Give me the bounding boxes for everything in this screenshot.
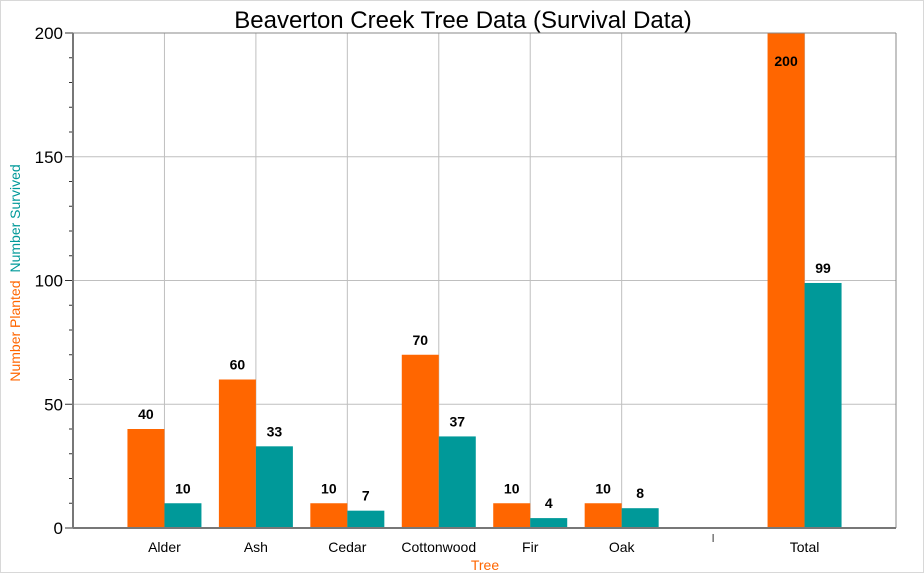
x-axis-label: Tree: [471, 557, 499, 572]
y-tick-label: 50: [44, 395, 63, 414]
y-tick-label: 0: [54, 519, 63, 538]
data-label: 200: [774, 53, 798, 69]
bar-planted: [127, 429, 165, 528]
data-label: 10: [595, 480, 611, 496]
data-label: 10: [175, 480, 191, 496]
bar-survived: [804, 282, 842, 528]
axes: 0 50 100 150 200 Alder Ash Cedar Cottonwood Fir Oa…: [35, 24, 897, 555]
bar-planted: [218, 379, 256, 528]
data-label: 7: [362, 488, 370, 504]
y-axis-label-planted: Number Planted: [7, 280, 23, 381]
x-tick-label: Ash: [244, 539, 268, 555]
y-axis-label: Number Planted Number Survived: [7, 164, 23, 381]
chart-title: Beaverton Creek Tree Data (Survival Data…: [234, 7, 692, 34]
bars: [127, 33, 842, 528]
data-label: 99: [815, 260, 831, 276]
bar-survived: [347, 510, 385, 528]
bar-planted: [584, 503, 622, 528]
x-tick-label: Alder: [148, 539, 181, 555]
data-label: 8: [636, 485, 644, 501]
data-label: 10: [321, 480, 337, 496]
bar-survived: [255, 446, 293, 528]
data-label: 37: [449, 413, 465, 429]
x-tick-label: Cedar: [328, 539, 366, 555]
bar-survived: [164, 503, 202, 528]
y-tick-label: 150: [35, 148, 63, 167]
x-tick-label: Total: [790, 539, 820, 555]
bar-planted: [401, 354, 439, 528]
x-tick-label: Cottonwood: [401, 539, 476, 555]
data-label: 33: [267, 423, 283, 439]
bar-survived: [621, 508, 659, 528]
bar-survived: [438, 436, 476, 528]
data-label: 40: [138, 406, 154, 422]
data-labels: 40 10 60 33 10 7 70 37 10 4 10 8 200 99: [138, 53, 831, 511]
bar-planted: [493, 503, 531, 528]
data-label: 10: [504, 480, 520, 496]
bar-planted: [310, 503, 348, 528]
data-label: 70: [412, 332, 428, 348]
x-tick-label: Oak: [609, 539, 636, 555]
bar-survived: [530, 518, 568, 528]
data-label: 4: [545, 495, 553, 511]
y-tick-label: 100: [35, 272, 63, 291]
bar-planted: [767, 33, 805, 528]
y-tick-label: 200: [35, 24, 63, 43]
data-label: 60: [230, 357, 246, 373]
x-tick-label: Fir: [522, 539, 539, 555]
y-axis-label-survived: Number Survived: [7, 164, 23, 272]
